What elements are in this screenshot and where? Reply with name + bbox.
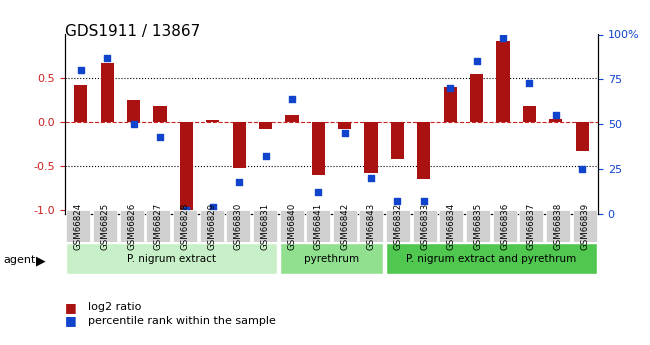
Text: GSM66839: GSM66839 (580, 203, 589, 249)
Bar (74, 85, 88, 122)
Point (155, 134, 165, 139)
Text: GDS1911 / 13867: GDS1911 / 13867 (65, 24, 200, 39)
Text: GSM66824: GSM66824 (74, 203, 83, 249)
Point (392, 199, 402, 204)
Text: GSM66837: GSM66837 (527, 203, 536, 249)
FancyBboxPatch shape (333, 210, 357, 241)
Bar (338, 122, 351, 129)
Text: ■: ■ (65, 314, 77, 327)
Text: pyrethrum: pyrethrum (304, 254, 359, 264)
Point (551, 112, 561, 118)
Point (287, 96, 297, 102)
Point (471, 59, 482, 64)
Text: GSM66835: GSM66835 (474, 203, 482, 249)
Point (129, 121, 139, 127)
FancyBboxPatch shape (493, 210, 517, 241)
FancyBboxPatch shape (280, 210, 304, 241)
Text: GSM66834: GSM66834 (447, 203, 456, 249)
Bar (470, 74, 483, 122)
Bar (523, 106, 536, 122)
FancyBboxPatch shape (173, 210, 197, 241)
Point (498, 35, 508, 41)
Text: GSM66826: GSM66826 (127, 203, 136, 249)
Bar (549, 119, 562, 122)
Point (577, 166, 588, 172)
Text: GSM66833: GSM66833 (421, 203, 429, 249)
Text: GSM66830: GSM66830 (234, 203, 242, 249)
Text: agent: agent (3, 256, 36, 265)
FancyBboxPatch shape (93, 210, 117, 241)
FancyBboxPatch shape (146, 210, 170, 241)
FancyBboxPatch shape (306, 210, 330, 241)
FancyBboxPatch shape (386, 243, 597, 274)
Text: log2 ratio: log2 ratio (88, 302, 141, 312)
Bar (233, 122, 246, 168)
Text: GSM66827: GSM66827 (154, 203, 162, 249)
FancyBboxPatch shape (66, 210, 90, 241)
Bar (206, 120, 219, 122)
Point (75, 68, 86, 73)
Bar (101, 63, 114, 122)
Bar (180, 122, 193, 209)
Text: GSM66825: GSM66825 (101, 203, 109, 249)
Bar (365, 122, 378, 173)
FancyBboxPatch shape (386, 210, 410, 241)
Text: GSM66829: GSM66829 (207, 203, 216, 249)
FancyBboxPatch shape (573, 210, 597, 241)
Bar (127, 100, 140, 122)
FancyBboxPatch shape (226, 210, 250, 241)
Bar (153, 106, 166, 122)
FancyBboxPatch shape (120, 210, 144, 241)
Bar (391, 122, 404, 159)
Text: ▶: ▶ (36, 254, 46, 267)
Text: GSM66840: GSM66840 (287, 203, 296, 249)
Point (234, 179, 244, 184)
Text: GSM66842: GSM66842 (341, 203, 349, 249)
Bar (259, 122, 272, 129)
Text: GSM66832: GSM66832 (394, 203, 402, 249)
Bar (444, 87, 457, 122)
FancyBboxPatch shape (413, 210, 437, 241)
Point (102, 55, 112, 61)
Text: GSM66831: GSM66831 (261, 203, 269, 249)
Text: GSM66836: GSM66836 (500, 203, 509, 249)
Text: ■: ■ (65, 300, 77, 314)
Bar (285, 115, 298, 122)
Text: GSM66843: GSM66843 (367, 203, 376, 249)
FancyBboxPatch shape (280, 243, 384, 274)
Point (207, 204, 218, 209)
Text: GSM66828: GSM66828 (181, 203, 189, 249)
FancyBboxPatch shape (546, 210, 570, 241)
Text: percentile rank within the sample: percentile rank within the sample (88, 316, 276, 326)
Point (445, 86, 456, 91)
Text: P. nigrum extract: P. nigrum extract (127, 254, 216, 264)
Point (261, 154, 271, 159)
Text: P. nigrum extract and pyrethrum: P. nigrum extract and pyrethrum (406, 254, 577, 264)
Point (366, 175, 376, 181)
Point (339, 130, 350, 136)
FancyBboxPatch shape (466, 210, 490, 241)
Bar (497, 41, 510, 122)
FancyBboxPatch shape (359, 210, 384, 241)
FancyBboxPatch shape (66, 243, 277, 274)
Bar (312, 122, 325, 175)
Point (524, 80, 534, 86)
Bar (417, 122, 430, 179)
FancyBboxPatch shape (253, 210, 277, 241)
FancyBboxPatch shape (200, 210, 224, 241)
Point (419, 199, 429, 204)
Point (181, 208, 192, 213)
Text: GSM66841: GSM66841 (314, 203, 322, 249)
FancyBboxPatch shape (519, 210, 543, 241)
FancyBboxPatch shape (439, 210, 463, 241)
Text: GSM66838: GSM66838 (554, 203, 562, 249)
Point (313, 190, 324, 195)
Bar (575, 122, 589, 151)
